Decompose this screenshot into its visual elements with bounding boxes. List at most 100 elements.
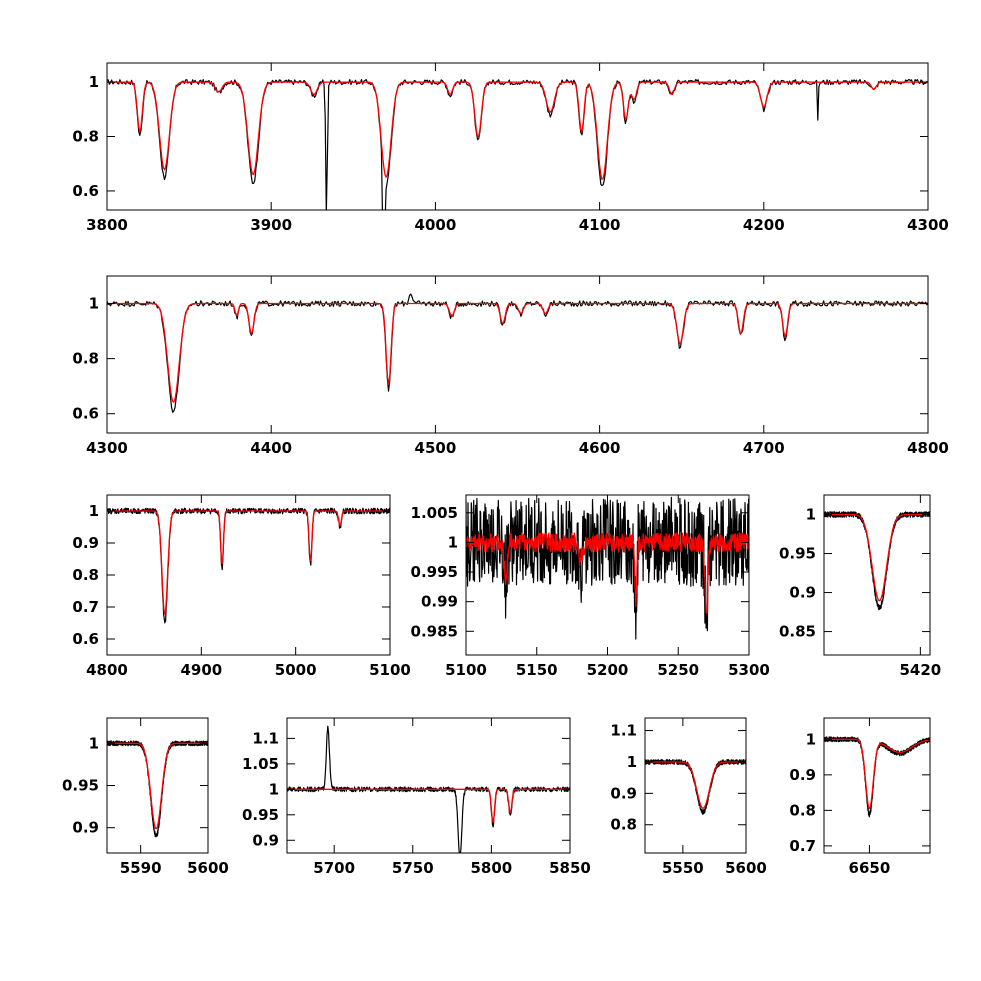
series-model <box>824 738 930 810</box>
x-tick-label: 4900 <box>180 661 222 679</box>
panel-p2: 4300 4400 4500 4600 4700 4800 0.6 0.8 1 <box>72 275 949 457</box>
y-tick-label: 1 <box>89 502 99 520</box>
x-tick-label: 5550 <box>662 859 704 877</box>
x-tick-label: 4500 <box>415 439 457 457</box>
y-tick-label: 0.6 <box>72 630 99 648</box>
series-observed <box>107 507 390 624</box>
x-tick-label: 3800 <box>86 216 128 234</box>
y-tick-label: 0.6 <box>72 405 99 423</box>
y-tick-label: 1.005 <box>411 504 458 522</box>
y-tick-label: 0.7 <box>789 837 816 855</box>
y-tick-label: 1 <box>627 753 637 771</box>
series-model <box>107 302 928 403</box>
x-tick-label: 4400 <box>250 439 292 457</box>
x-tick-label: 6650 <box>849 859 891 877</box>
y-tick-label: 0.9 <box>72 534 99 552</box>
x-tick-label: 3900 <box>250 216 292 234</box>
series-observed <box>107 740 208 838</box>
y-tick-label: 1.1 <box>610 722 637 740</box>
axes-frame <box>823 494 931 656</box>
axes-frame <box>106 494 391 656</box>
y-tick-label: 0.9 <box>252 831 279 849</box>
x-tick-label: 5100 <box>445 661 487 679</box>
series-model <box>824 513 930 602</box>
y-tick-label: 0.99 <box>421 593 458 611</box>
x-tick-label: 4300 <box>907 216 949 234</box>
x-tick-label: 4600 <box>579 439 621 457</box>
y-tick-label: 0.8 <box>72 128 99 146</box>
y-tick-label: 0.8 <box>610 816 637 834</box>
y-tick-label: 0.9 <box>72 819 99 837</box>
y-tick-label: 0.9 <box>789 766 816 784</box>
series-observed <box>824 511 930 611</box>
x-tick-label: 5750 <box>392 859 434 877</box>
y-tick-label: 0.7 <box>72 598 99 616</box>
series-observed <box>107 293 928 413</box>
panel-p5: 5420 0.85 0.9 0.95 1 <box>779 494 941 679</box>
x-tick-label: 4800 <box>86 661 128 679</box>
x-tick-label: 5800 <box>471 859 513 877</box>
x-tick-label: 5420 <box>899 661 941 679</box>
x-tick-label: 4000 <box>415 216 457 234</box>
panel-p1: 3800 3900 4000 4100 4200 4300 0.6 0.8 1 <box>72 62 949 234</box>
panel-p9: 6650 0.7 0.8 0.9 1 <box>789 717 931 877</box>
axes-frame <box>823 717 931 854</box>
axes-frame <box>106 62 929 211</box>
x-tick-label: 4800 <box>907 439 949 457</box>
x-tick-label: 5850 <box>549 859 591 877</box>
y-tick-label: 0.9 <box>789 584 816 602</box>
x-tick-label: 5300 <box>728 661 770 679</box>
x-tick-label: 5600 <box>187 859 229 877</box>
panel-p8: 5550 5600 0.8 0.9 1 1.1 <box>610 717 767 877</box>
panel-p4: 5100 5150 5200 5250 5300 0.985 0.99 0.995 1 1.005 <box>411 494 770 679</box>
series-model <box>107 510 390 615</box>
series-observed <box>287 725 570 853</box>
x-tick-label: 5600 <box>725 859 767 877</box>
x-tick-label: 4200 <box>743 216 785 234</box>
y-tick-label: 1.1 <box>252 729 279 747</box>
x-tick-label: 5590 <box>120 859 162 877</box>
series-model <box>107 81 928 180</box>
y-tick-label: 1 <box>269 780 279 798</box>
y-tick-label: 0.985 <box>411 622 458 640</box>
series-observed <box>466 496 749 640</box>
y-tick-label: 1.05 <box>242 755 279 773</box>
y-tick-label: 1 <box>806 730 816 748</box>
panel-p6: 5590 5600 0.9 0.95 1 <box>62 717 229 877</box>
x-tick-label: 5250 <box>657 661 699 679</box>
series-model <box>107 742 208 830</box>
y-tick-label: 1 <box>448 533 458 551</box>
y-tick-label: 0.8 <box>789 801 816 819</box>
panel-p7: 5700 5750 5800 5850 0.9 0.95 1 1.05 1.1 <box>242 717 591 877</box>
series-model <box>466 532 749 615</box>
y-tick-label: 1 <box>89 73 99 91</box>
x-tick-label: 5700 <box>313 859 355 877</box>
y-tick-label: 1 <box>806 506 816 524</box>
x-tick-label: 5100 <box>369 661 411 679</box>
axes-frame <box>644 717 747 854</box>
axes-frame <box>286 717 571 854</box>
y-tick-label: 0.6 <box>72 182 99 200</box>
x-tick-label: 5200 <box>587 661 629 679</box>
series-model <box>287 788 570 823</box>
y-tick-label: 1 <box>89 295 99 313</box>
y-tick-label: 0.95 <box>779 545 816 563</box>
x-tick-label: 4700 <box>743 439 785 457</box>
y-tick-label: 0.85 <box>779 623 816 641</box>
series-model <box>645 761 746 809</box>
axes-frame <box>106 275 929 434</box>
y-tick-label: 0.9 <box>610 784 637 802</box>
y-tick-label: 0.95 <box>62 777 99 795</box>
y-tick-label: 1 <box>89 734 99 752</box>
x-tick-label: 5150 <box>516 661 558 679</box>
series-observed <box>107 78 928 210</box>
x-tick-label: 4300 <box>86 439 128 457</box>
x-tick-label: 4100 <box>579 216 621 234</box>
y-tick-label: 0.995 <box>411 563 458 581</box>
y-tick-label: 0.8 <box>72 350 99 368</box>
y-tick-label: 0.8 <box>72 566 99 584</box>
panel-p3: 4800 4900 5000 5100 0.6 0.7 0.8 0.9 1 <box>72 494 411 679</box>
x-tick-label: 5000 <box>275 661 317 679</box>
